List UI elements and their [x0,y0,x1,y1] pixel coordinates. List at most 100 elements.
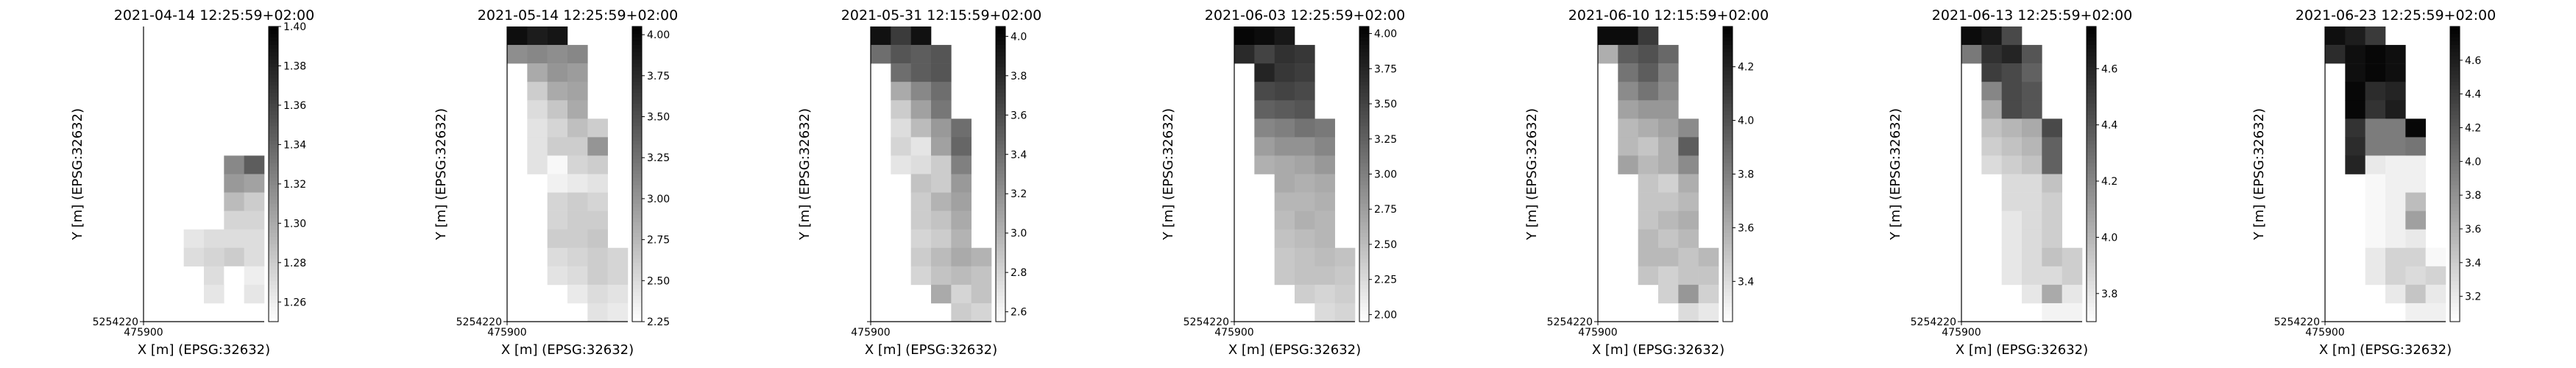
colorbar-segment [2087,85,2096,90]
heatmap-cell [1638,100,1659,119]
heatmap-cell [1618,82,1638,101]
colorbar-segment [269,141,278,145]
colorbar-segment [996,100,1005,105]
heatmap-cell [527,137,548,156]
colorbar-segment [1359,104,1369,108]
colorbar-segment [1359,317,1369,322]
heatmap-cell [587,137,608,156]
colorbar-segment [269,302,278,308]
heatmap-cell [567,82,588,101]
heatmap-cell [567,100,588,119]
colorbar-segment [1359,236,1369,241]
colorbar-segment [2450,148,2460,152]
heatmap-cell [1314,284,1335,304]
heatmap-cell [1678,302,1699,322]
colorbar-segment [1723,100,1733,105]
heatmap-cell [1981,45,2002,64]
heatmap-cell [1274,63,1295,82]
colorbar-tick-label: 3.4 [2465,258,2481,269]
colorbar-segment [1359,251,1369,256]
heatmap-cell [1598,45,1618,64]
colorbar-segment [632,229,642,234]
colorbar-segment [632,280,642,286]
heatmap-cell [2062,247,2083,267]
heatmap-cell [910,155,932,174]
heatmap-cell [587,247,608,267]
colorbar-segment [2087,240,2096,245]
heatmap-cell [1254,100,1275,119]
heatmap-cell [2385,247,2406,267]
colorbar-segment [996,291,1005,297]
colorbar-segment [1359,163,1369,167]
colorbar: 2.00 2.25 2.50 2.75 3.00 3.25 3.50 3.75 4.00 [1359,26,1397,322]
colorbar-segment [2087,310,2096,315]
colorbar-segment [1359,262,1369,267]
heatmap-cell [2385,82,2406,101]
colorbar-segment [269,118,278,123]
colorbar-segment [1723,170,1733,174]
heatmap-cell [951,210,972,230]
heatmap-cell [2001,82,2023,101]
heatmap-cell [2405,266,2426,286]
colorbar-segment [632,26,642,31]
colorbar-segment [2450,199,2460,204]
y-tick-label: 5254220 [1547,316,1593,328]
colorbar-segment [2087,284,2096,289]
colorbar-segment [1723,60,1733,64]
heatmap-cell [1274,247,1295,267]
heatmap-cell [1295,100,1315,119]
y-axis-label: Y [m] (EPSG:32632) [70,108,85,241]
colorbar-segment [2450,107,2460,112]
colorbar-segment [632,225,642,230]
colorbar-segment [1723,137,1733,141]
colorbar-tick-label: 4.00 [647,29,670,41]
colorbar-segment [1723,174,1733,178]
colorbar-segment [1723,74,1733,79]
colorbar-segment [996,130,1005,134]
colorbar-segment [269,93,278,97]
heatmap-cell [1334,266,1356,286]
colorbar-segment [2087,82,2096,86]
heatmap-cell [1981,137,2002,156]
colorbar-segment [1359,148,1369,152]
heatmap-cell [2405,247,2426,267]
colorbar-segment [269,155,278,160]
colorbar-segment [996,236,1005,241]
heatmap-cell [931,247,952,267]
colorbar-tick-label: 2.6 [1011,307,1027,319]
colorbar-frame [268,26,279,322]
colorbar-segment [1723,196,1733,200]
colorbar-tick-label: 1.38 [283,60,306,72]
colorbar-segment [632,258,642,263]
colorbar-segment [2450,258,2460,263]
y-axis-label: Y [m] (EPSG:32632) [2251,108,2267,241]
colorbar-segment [1359,41,1369,46]
colorbar-segment [632,82,642,86]
colorbar-segment [1359,130,1369,134]
colorbar-segment [632,207,642,212]
colorbar-segment [1359,155,1369,160]
heatmap-cell [2425,247,2446,267]
heatmap-cell [1274,192,1295,211]
colorbar-segment [1723,280,1733,286]
heatmap-cell [607,284,629,304]
colorbar-segment [2450,71,2460,75]
heatmap-cell [567,63,588,82]
colorbar-segment [1359,174,1369,178]
heatmap-cell [2405,155,2426,174]
colorbar-segment [2450,49,2460,53]
colorbar-segment [2087,118,2096,123]
colorbar-segment [269,34,278,38]
colorbar-segment [2087,280,2096,286]
colorbar-segment [1359,152,1369,156]
colorbar-tick-label: 4.4 [2101,120,2117,132]
colorbar-segment [632,295,642,300]
colorbar-segment [996,280,1005,286]
heatmap-cell [527,63,548,82]
colorbar-segment [996,288,1005,293]
colorbar-segment [1723,104,1733,108]
colorbar-segment [269,306,278,311]
heatmap-cell [891,137,911,156]
colorbar-segment [996,310,1005,315]
colorbar-segment [2087,38,2096,42]
